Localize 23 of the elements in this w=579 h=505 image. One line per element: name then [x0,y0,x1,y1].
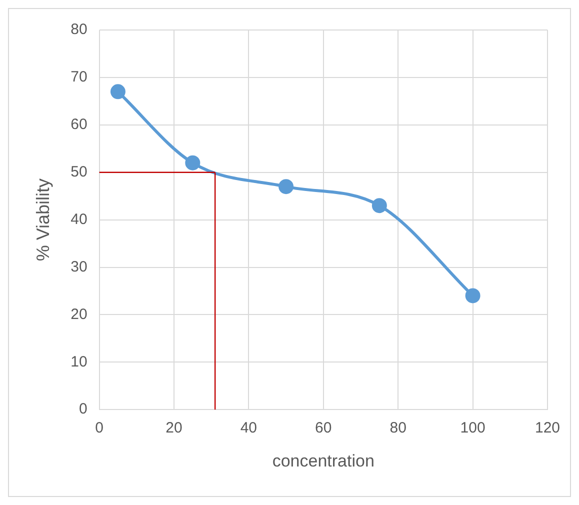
y-tick-label: 20 [70,306,88,323]
point [185,155,200,170]
x-tick-label: 120 [534,420,560,437]
y-tick-label: 50 [70,163,88,180]
y-tick-label: 80 [70,21,88,38]
point [465,288,480,304]
y-axis-title: % Viability [32,178,53,262]
x-tick-label: 100 [460,420,486,437]
x-tick-label: 20 [166,420,182,437]
y-tick-label: 0 [78,400,88,418]
y-tick-label: 10 [70,353,88,370]
y-tick-label: 60 [70,116,88,134]
y-tick-label: 40 [70,210,88,228]
point [110,84,126,100]
x-tick-label: 40 [240,420,258,437]
x-tick-label: 80 [390,420,406,437]
x-axis-title: concentration [272,451,374,470]
point [372,198,387,214]
point [278,179,294,194]
x-tick-label: 60 [315,420,332,437]
y-tick-label: 70 [70,68,88,86]
y-tick-label: 30 [70,258,88,276]
x-tick-label: 0 [95,420,104,437]
